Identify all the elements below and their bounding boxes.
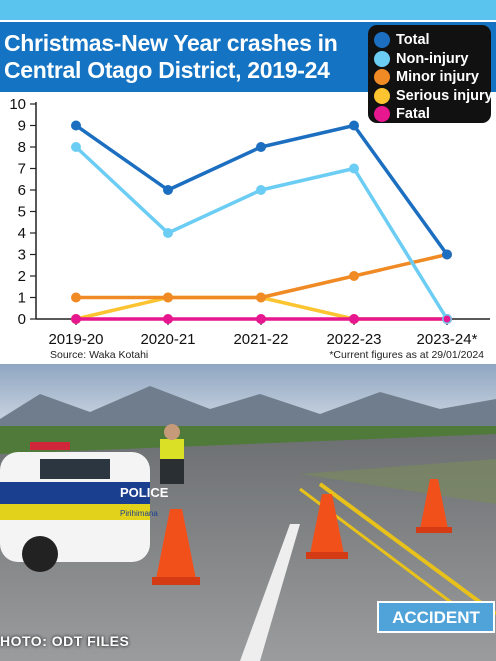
- data-point: [256, 292, 266, 303]
- data-point: [163, 228, 173, 238]
- white-road-marking: [240, 524, 300, 661]
- yellow-line: [318, 482, 496, 616]
- y-tick-label: 5: [18, 204, 26, 221]
- legend-swatch: [374, 32, 390, 48]
- police-car-stripe: [0, 482, 150, 504]
- legend-item: Serious injury: [374, 87, 493, 105]
- legend-item: Non-injury: [374, 50, 469, 68]
- data-point: [71, 142, 81, 152]
- police-sub-text: Pirihimana: [120, 509, 158, 518]
- data-point: [257, 315, 265, 323]
- legend-label: Serious injury: [396, 87, 493, 104]
- data-point: [164, 315, 172, 323]
- top-accent-bar: [0, 0, 496, 20]
- police-car-window: [40, 459, 110, 479]
- y-tick-label: 0: [18, 311, 26, 328]
- legend-item: Fatal: [374, 105, 430, 123]
- officer-vest: [160, 439, 184, 459]
- y-tick-label: 4: [18, 225, 26, 242]
- title-line-2: Central Otago District, 2019-24: [4, 57, 330, 83]
- police-car-wheel: [22, 536, 58, 572]
- legend-label: Non-injury: [396, 50, 469, 67]
- legend: Total Non-injury Minor injury Serious injur…: [368, 25, 493, 123]
- cone: [310, 494, 344, 554]
- series-line: [76, 252, 448, 300]
- accident-sign-text: ACCIDENT: [392, 608, 480, 627]
- police-car-checker: [0, 504, 150, 520]
- data-point: [349, 163, 359, 174]
- legend-swatch: [374, 87, 390, 104]
- legend-label: Total: [396, 32, 430, 48]
- data-point: [163, 292, 173, 303]
- legend-swatch: [374, 50, 390, 67]
- y-tick-label: 10: [9, 96, 26, 113]
- photo-illustration: POLICE Pirihimana ACCIDENT: [0, 364, 496, 661]
- x-tick-label: 2022-23: [326, 331, 381, 348]
- verge: [300, 459, 496, 504]
- cone-base: [152, 577, 200, 585]
- x-tick-label: 2020-21: [140, 331, 195, 348]
- cone: [420, 479, 448, 529]
- y-tick-label: 6: [18, 182, 26, 199]
- data-point: [163, 185, 173, 195]
- data-point: [442, 249, 452, 260]
- y-tick-label: 8: [18, 139, 26, 156]
- y-tick-label: 1: [18, 290, 26, 307]
- title-line-1: Christmas-New Year crashes in: [4, 30, 338, 56]
- legend-item: Minor injury: [374, 68, 479, 86]
- cone-base: [416, 527, 452, 533]
- legend-label: Minor injury: [396, 69, 479, 85]
- data-point: [71, 292, 81, 303]
- chart-axes: 0 1 2 3 4 5 6 7 8 9 10 2019-20 2020-21 2021-22 2022-23…: [9, 96, 490, 348]
- traffic-cones: [152, 479, 452, 585]
- data-point: [256, 185, 266, 195]
- y-tick-label: 7: [18, 161, 26, 178]
- data-point: [72, 315, 80, 323]
- data-point: [349, 120, 359, 131]
- x-tick-label: 2019-20: [48, 331, 103, 348]
- line-chart: 0 1 2 3 4 5 6 7 8 9 10 2019-20 2020-21 2021-22 2022-23…: [9, 96, 490, 348]
- police-light-bar: [30, 442, 70, 450]
- footnote: *Current figures as at 29/01/2024: [329, 349, 484, 361]
- data-point: [256, 142, 266, 152]
- y-tick-label: 3: [18, 247, 26, 264]
- x-tick-label: 2021-22: [233, 331, 288, 348]
- x-tick-label: 2023-24*: [417, 331, 478, 348]
- data-point: [350, 315, 358, 323]
- legend-swatch: [374, 106, 390, 122]
- chart-series: [71, 120, 452, 324]
- legend-label: Fatal: [396, 106, 430, 122]
- y-tick-label: 9: [18, 118, 26, 135]
- cone-base: [306, 552, 348, 559]
- accident-sign: [377, 601, 495, 633]
- data-point: [349, 271, 359, 281]
- data-point: [443, 315, 451, 323]
- cone: [156, 509, 196, 579]
- accident-scene-photo: POLICE Pirihimana ACCIDENT HOTO: ODT FIL…: [0, 364, 496, 661]
- legend-swatch: [374, 69, 390, 85]
- chart-title: Christmas-New Year crashes in Central Ot…: [4, 30, 338, 84]
- photo-credit: HOTO: ODT FILES: [0, 633, 130, 649]
- officer-head: [164, 424, 180, 440]
- y-tick-label: 2: [18, 268, 26, 285]
- police-text: POLICE: [120, 485, 169, 500]
- legend-item: Total: [374, 31, 430, 49]
- source-note: Source: Waka Kotahi: [50, 349, 149, 361]
- data-point: [71, 120, 81, 131]
